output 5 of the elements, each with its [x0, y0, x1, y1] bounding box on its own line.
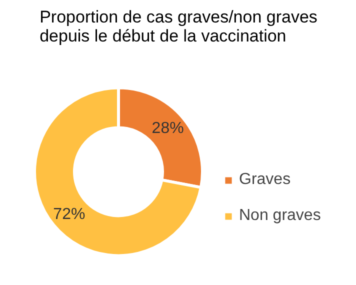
data-label: 72%: [53, 206, 86, 224]
legend-label: Graves: [239, 171, 291, 189]
data-label: 28%: [152, 120, 184, 138]
chart-title: Proportion de cas graves/non graves depuis le début de la vaccination: [40, 8, 318, 46]
legend-label: Non graves: [239, 207, 321, 225]
